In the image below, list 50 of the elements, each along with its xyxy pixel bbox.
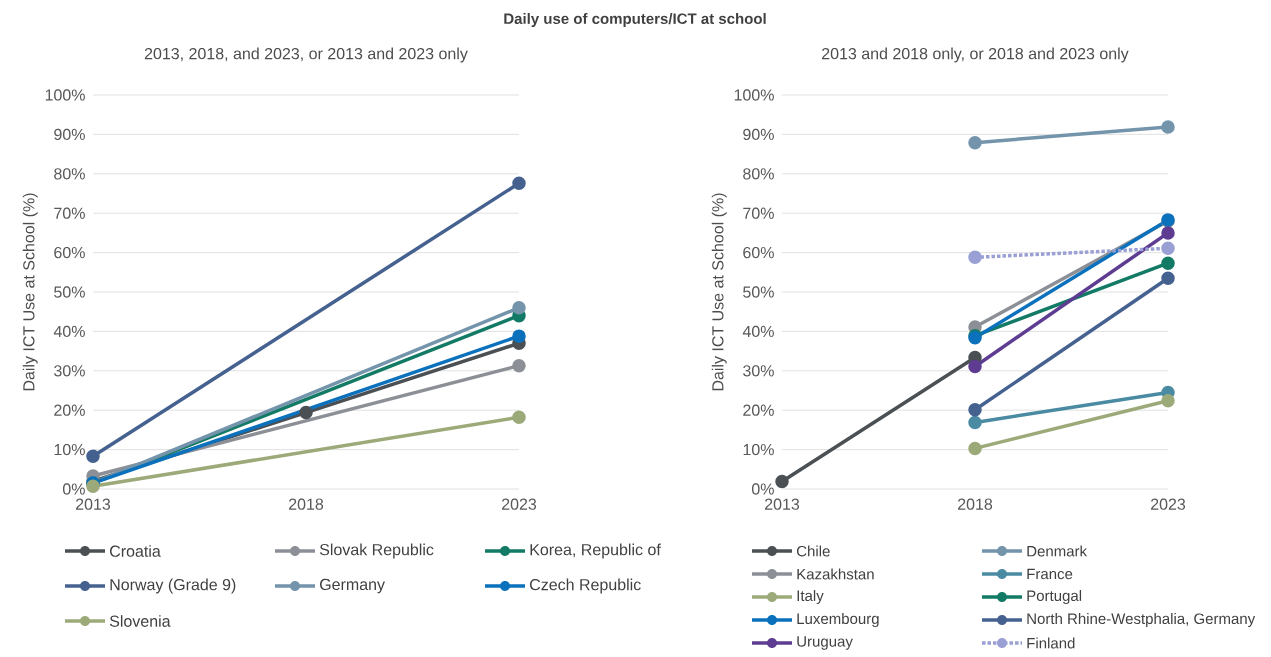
legend-label: Czech Republic <box>530 578 641 594</box>
chart-subtitle: 2013, 2018, and 2023, or 2013 and 2023 only <box>144 47 468 63</box>
legend-label: Korea, Republic of <box>530 543 661 559</box>
legend-label: North Rhine-Westphalia, Germany <box>1027 613 1256 627</box>
legend-label: Uruguay <box>797 636 853 650</box>
y-tick-label: 70% <box>743 207 774 219</box>
y-tick-label: 60% <box>54 246 85 259</box>
y-tick-label: 100% <box>734 89 774 101</box>
y-axis-title: Daily ICT Use at School (%) <box>22 193 38 391</box>
x-tick-label: 2018 <box>958 498 993 510</box>
y-tick-label: 10% <box>54 443 85 456</box>
legend-label: Finland <box>1027 637 1075 649</box>
legend-label: France <box>1027 568 1073 580</box>
legend-label: Croatia <box>110 545 161 557</box>
y-tick-label: 100% <box>45 89 85 101</box>
y-tick-label: 10% <box>743 443 774 456</box>
x-tick-label: 2013 <box>76 498 111 510</box>
legend-label: Chile <box>796 545 830 557</box>
y-axis-title: Daily ICT Use at School (%) <box>711 193 727 391</box>
y-tick-label: 80% <box>54 168 85 180</box>
x-tick-label: 2023 <box>1151 498 1186 510</box>
legend-label: Kazakhstan <box>797 568 874 580</box>
y-tick-label: 30% <box>743 365 774 377</box>
y-tick-label: 90% <box>54 128 85 141</box>
y-tick-label: 70% <box>54 207 85 219</box>
y-tick-label: 50% <box>54 286 85 298</box>
y-tick-label: 80% <box>743 168 774 180</box>
y-tick-label: 20% <box>54 404 85 416</box>
x-tick-label: 2023 <box>502 498 537 510</box>
y-tick-label: 40% <box>742 325 774 338</box>
y-tick-label: 90% <box>743 128 774 141</box>
y-tick-label: 0% <box>751 483 774 495</box>
y-tick-label: 50% <box>743 286 774 298</box>
legend-label: Germany <box>320 578 385 594</box>
legend-label: Portugal <box>1027 590 1082 604</box>
legend-label: Luxembourg <box>797 613 879 627</box>
y-tick-label: 40% <box>53 325 85 338</box>
legend-label: Norway (Grade 9) <box>110 578 236 594</box>
chart-subtitle: 2013 and 2018 only, or 2018 and 2023 only <box>822 47 1129 63</box>
text: Daily use of computers/ICT at school <box>504 13 766 27</box>
y-tick-label: 20% <box>743 404 774 416</box>
legend-label: Slovak Republic <box>319 543 434 559</box>
y-tick-label: 60% <box>743 246 774 259</box>
y-tick-label: 30% <box>54 365 85 377</box>
legend-label: Denmark <box>1027 545 1088 557</box>
x-tick-label: 2013 <box>765 498 800 510</box>
x-tick-label: 2018 <box>289 498 324 510</box>
legend-label: Slovenia <box>109 615 171 627</box>
y-tick-label: 0% <box>62 483 85 495</box>
legend-label: Italy <box>797 590 824 604</box>
